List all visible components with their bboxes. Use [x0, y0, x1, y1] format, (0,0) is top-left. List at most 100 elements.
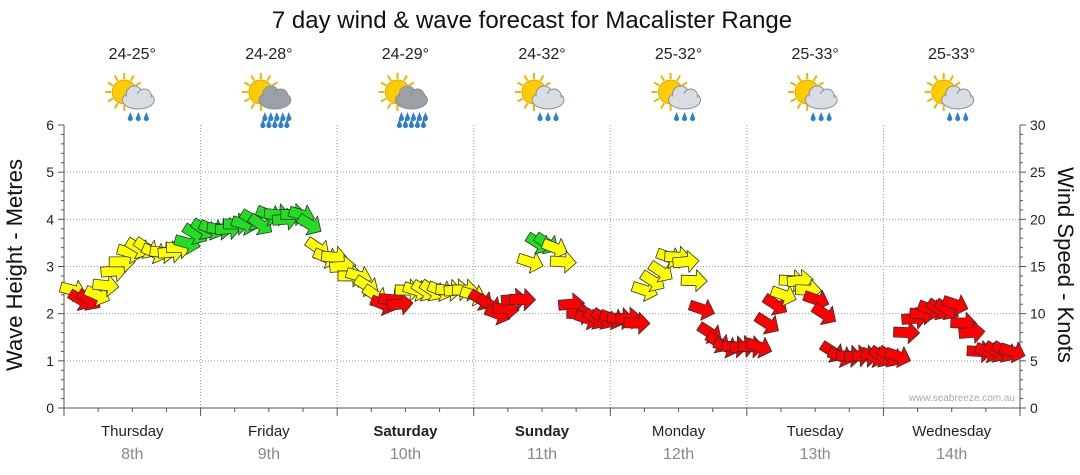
rain-drop: [280, 112, 286, 121]
temperature-label: 25-33°: [928, 46, 975, 63]
temperature-label: 24-29°: [382, 46, 429, 63]
y-tick-label: 2: [46, 306, 54, 322]
wind-arrow-shape: [941, 294, 969, 316]
sun-ray: [135, 81, 142, 87]
wind-arrow-shape: [386, 292, 414, 316]
sun-ray: [790, 81, 797, 87]
sun-ray: [660, 75, 665, 82]
wind-arrow-shape: [295, 213, 322, 236]
rain-drop: [553, 112, 559, 121]
y2-tick-label: 30: [1030, 117, 1046, 133]
rain-drop: [674, 112, 680, 121]
cloud: [806, 94, 837, 108]
sun-ray: [681, 81, 688, 87]
rain-drop: [266, 119, 272, 128]
partly-cloudy-rain-icon: [515, 73, 565, 121]
wind-arrow: [516, 251, 544, 274]
storm-rain-icon: [378, 73, 428, 128]
rain-drop: [422, 112, 428, 121]
cloud: [669, 94, 700, 108]
sun-ray: [271, 81, 278, 87]
sun-ray: [812, 75, 818, 82]
sun-ray: [926, 81, 933, 87]
sun-ray: [250, 75, 256, 82]
wind-arrow: [647, 260, 673, 283]
partly-cloudy-rain-icon: [788, 73, 838, 121]
sun-ray: [676, 75, 681, 82]
sun-ray: [107, 97, 114, 103]
sun-ray: [113, 102, 119, 109]
rain-drop: [818, 112, 824, 121]
wind-arrow-shape: [672, 250, 700, 273]
sun-ray: [790, 97, 797, 103]
y2-tick-label: 20: [1030, 211, 1046, 227]
date-label: 10th: [390, 446, 421, 463]
wind-arrow-shape: [958, 320, 986, 344]
wind-arrow-shape: [753, 311, 779, 335]
wind-arrow: [761, 293, 788, 316]
sun-ray: [653, 97, 660, 103]
wind-arrow-shape: [893, 321, 920, 345]
wind-arrow-shape: [516, 251, 544, 274]
sun-ray: [380, 81, 387, 87]
day-label: Wednesday: [912, 423, 991, 440]
rain-drop: [143, 112, 149, 121]
wind-arrow: [941, 294, 969, 316]
y2-tick-label: 10: [1030, 306, 1046, 322]
sun-ray: [266, 75, 272, 82]
temperature-label: 24-32°: [518, 46, 565, 63]
day-label: Sunday: [515, 423, 570, 440]
wind-arrow: [386, 292, 414, 316]
wind-arrow-shape: [540, 238, 568, 260]
cloud: [259, 94, 290, 108]
wind-arrow-shape: [680, 269, 708, 293]
sun-ray: [539, 75, 545, 82]
wind-arrow-shape: [246, 212, 273, 236]
wind-arrow-shape: [687, 299, 715, 321]
sun-ray: [926, 97, 933, 103]
temperature-label: 25-33°: [791, 46, 838, 63]
sun-ray: [243, 81, 251, 87]
rain-drop: [408, 119, 414, 128]
day-label: Friday: [248, 423, 290, 440]
wind-arrow: [958, 320, 986, 344]
y2-axis-label: Wind Speed - Knots: [1053, 167, 1078, 363]
rain-drop: [284, 119, 290, 128]
wind-arrow: [753, 311, 779, 335]
sun-ray: [403, 75, 408, 82]
rain-drop: [402, 119, 408, 128]
wind-arrow: [680, 269, 708, 293]
sun-ray: [954, 81, 961, 87]
rain-drop: [682, 112, 688, 121]
chart-title: 7 day wind & wave forecast for Macaliste…: [272, 7, 792, 34]
sun-ray: [517, 97, 524, 103]
sun-ray: [933, 75, 939, 82]
rain-drop: [262, 112, 268, 121]
rain-drop: [398, 112, 404, 121]
rain-drop: [537, 112, 543, 121]
rain-drop: [396, 119, 402, 128]
wind-arrow: [246, 212, 273, 236]
wind-arrow: [92, 274, 120, 298]
temperature-label: 25-32°: [655, 46, 702, 63]
y-tick-label: 5: [46, 164, 54, 180]
rain-drop: [278, 119, 284, 128]
wind-arrow: [549, 250, 577, 274]
rain-drop: [810, 112, 816, 121]
rain-drop: [260, 119, 266, 128]
temperature-label: 24-28°: [245, 46, 292, 63]
rain-drop: [414, 119, 420, 128]
y-tick-label: 3: [46, 259, 54, 275]
rain-drop: [955, 112, 961, 121]
temperature-label: 24-25°: [109, 46, 156, 63]
wind-arrow: [639, 269, 665, 292]
rain-drop: [545, 112, 551, 121]
date-label: 13th: [800, 446, 831, 463]
wind-arrow-shape: [647, 260, 673, 283]
sun-ray: [129, 75, 135, 82]
wind-arrow-shape: [761, 293, 788, 316]
sun-ray: [107, 81, 114, 87]
sun-ray: [796, 102, 802, 109]
wind-arrow: [295, 213, 322, 236]
rain-drop: [416, 112, 422, 121]
